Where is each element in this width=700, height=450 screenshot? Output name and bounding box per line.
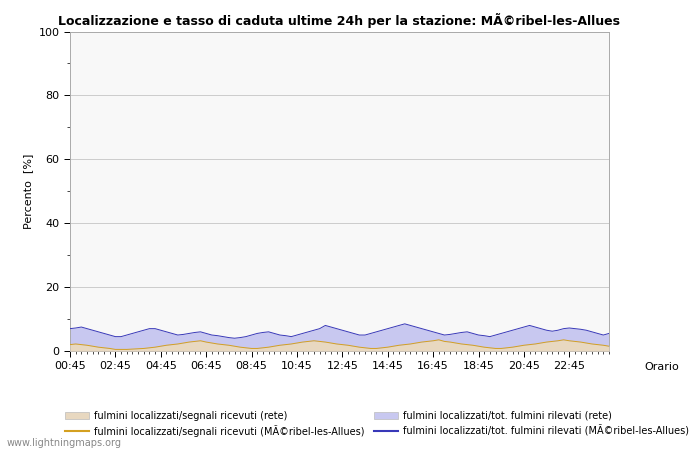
Text: www.lightningmaps.org: www.lightningmaps.org	[7, 438, 122, 448]
Title: Localizzazione e tasso di caduta ultime 24h per la stazione: MÃ©ribel-les-Allues: Localizzazione e tasso di caduta ultime …	[59, 13, 620, 27]
Y-axis label: Percento  [%]: Percento [%]	[23, 153, 33, 229]
Legend: fulmini localizzati/segnali ricevuti (rete), fulmini localizzati/segnali ricevut: fulmini localizzati/segnali ricevuti (re…	[61, 407, 693, 441]
Text: Orario: Orario	[644, 362, 679, 372]
